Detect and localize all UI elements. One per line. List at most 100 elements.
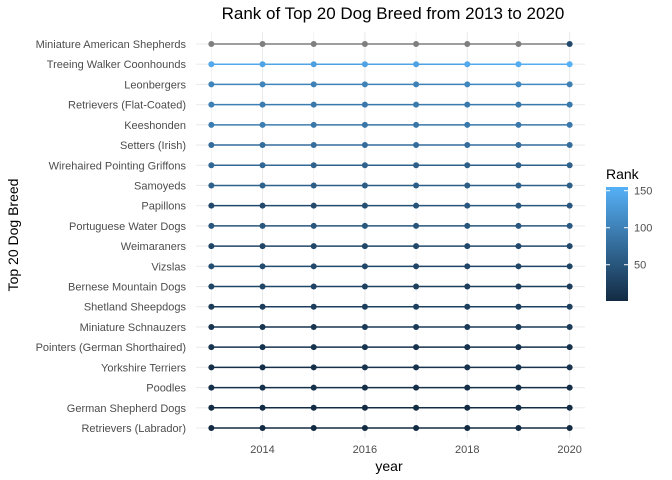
data-point [208,41,215,47]
data-point [310,303,317,310]
legend-tick-label: 100 [634,223,652,235]
data-point [361,344,368,351]
data-point [361,303,368,310]
data-point [464,162,471,169]
y-tick-label: Miniature Schnauzers [80,322,187,334]
data-point [464,303,471,310]
x-tick-label: 2020 [557,444,581,456]
data-point [566,41,573,47]
y-tick-label: Pointers (German Shorthaired) [36,342,186,354]
data-point [208,263,215,270]
data-point [208,243,215,250]
y-axis-title: Top 20 Dog Breed [5,179,21,292]
data-point [208,283,215,290]
data-point [566,243,573,250]
legend-tick-label: 50 [634,260,646,272]
data-point [259,283,266,290]
data-point [259,323,266,330]
data-point [259,404,266,411]
data-point [515,323,522,330]
data-point [259,202,266,209]
data-point [259,263,266,270]
data-point [259,182,266,189]
data-point [464,404,471,411]
data-point [464,81,471,88]
data-point [464,101,471,108]
data-point [515,202,522,209]
data-point [259,384,266,391]
y-tick-label: Retrievers (Labrador) [81,423,186,435]
data-point [259,303,266,310]
data-points [208,41,573,431]
data-point [464,41,471,47]
data-point [566,384,573,391]
data-point [361,121,368,128]
y-tick-label: Retrievers (Flat-Coated) [68,100,186,112]
data-point [310,384,317,391]
data-point [361,222,368,229]
data-point [413,344,420,351]
data-point [259,222,266,229]
x-tick-labels: 2014 2016 2018 2020 [250,444,582,456]
data-point [515,222,522,229]
data-point [208,81,215,88]
y-tick-label: Shetland Sheepdogs [84,302,187,314]
data-point [464,222,471,229]
data-point [310,404,317,411]
data-point [413,404,420,411]
x-axis-title: year [375,458,403,474]
data-point [310,142,317,149]
y-tick-label: Portuguese Water Dogs [69,221,186,233]
y-tick-label: Bernese Mountain Dogs [68,282,187,294]
data-point [515,61,522,68]
data-point [361,425,368,431]
data-point [361,81,368,88]
data-point [208,182,215,189]
y-tick-label: Poodles [146,383,186,395]
data-point [310,41,317,47]
data-point [566,344,573,351]
legend-ticks: 50 100 150 [606,186,652,272]
data-point [464,142,471,149]
data-point [566,61,573,68]
data-point [208,404,215,411]
data-point [310,162,317,169]
data-point [259,41,266,47]
y-tick-label: Vizslas [151,261,186,273]
data-point [566,222,573,229]
data-point [208,202,215,209]
data-point [413,61,420,68]
data-point [566,303,573,310]
chart-title: Rank of Top 20 Dog Breed from 2013 to 20… [222,4,565,23]
data-point [464,384,471,391]
data-point [208,303,215,310]
data-point [310,182,317,189]
data-point [515,142,522,149]
data-point [515,101,522,108]
data-point [464,283,471,290]
data-point [259,162,266,169]
data-point [259,121,266,128]
data-point [515,182,522,189]
legend-title: Rank [606,166,640,182]
data-point [464,425,471,431]
data-point [361,41,368,47]
data-point [259,364,266,371]
data-point [464,263,471,270]
data-point [566,101,573,108]
data-point [310,81,317,88]
gridlines [196,32,585,438]
data-point [413,364,420,371]
data-point [566,162,573,169]
y-tick-label: Yorkshire Terriers [101,362,186,374]
data-point [361,243,368,250]
data-point [361,61,368,68]
data-point [310,61,317,68]
y-tick-label: Leonbergers [124,79,186,91]
data-point [413,121,420,128]
data-point [310,101,317,108]
data-point [310,121,317,128]
data-point [413,81,420,88]
data-point [515,41,522,47]
